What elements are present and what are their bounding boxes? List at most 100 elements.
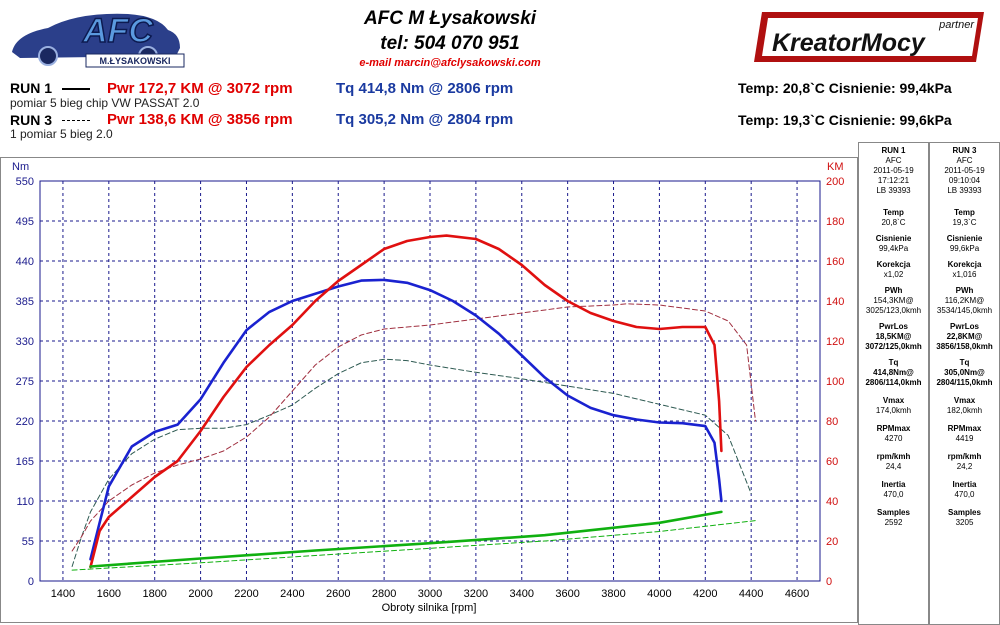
afc-logo: AFC M.ŁYSAKOWSKI: [12, 11, 185, 68]
x-tick: 2200: [234, 588, 258, 600]
stats-kor: x1,02: [883, 270, 904, 279]
stats-pwrlos: 22,8KM@: [946, 332, 983, 341]
stats-time: 09:10:04: [948, 176, 981, 185]
stats-vmax: 182,0kmh: [946, 406, 983, 415]
stats-inertia: 470,0: [954, 490, 975, 499]
stats-run: RUN 1: [881, 146, 906, 155]
company-name: AFC M Łysakowski: [363, 8, 537, 29]
stats-pwh: 154,3KM@: [873, 296, 914, 305]
x-tick: 3600: [555, 588, 579, 600]
stats-afc: AFC: [885, 156, 902, 165]
stats-vmax: 174,0kmh: [875, 406, 912, 415]
y-axis-label-right: KM: [827, 161, 844, 173]
y-tick-left: 55: [22, 536, 34, 548]
stats-kor-label: Korekcja: [876, 260, 911, 269]
logo-left-sub: M.ŁYSAKOWSKI: [100, 56, 171, 66]
stats-pwrlos-label: PwrLos: [950, 322, 979, 331]
y-tick-left: 110: [16, 496, 34, 508]
y-tick-right: 0: [826, 576, 832, 588]
run1-legend-line: [62, 88, 90, 90]
run1-label: RUN 1: [10, 80, 53, 96]
y-tick-right: 180: [826, 216, 844, 228]
run1-pwr: Pwr 172,7 KM @ 3072 rpm: [107, 80, 293, 97]
run1-desc: pomiar 5 bieg chip VW PASSAT 2.0: [10, 96, 200, 110]
series-line-power: [89, 234, 723, 569]
stats-rpmmax-label: RPMmax: [947, 424, 982, 433]
run1-tq: Tq 414,8 Nm @ 2806 rpm: [336, 80, 514, 97]
stats-pwh-rpm: 3025/123,0kmh: [865, 306, 922, 315]
stats-tq-label: Tq: [888, 358, 899, 367]
x-tick: 3000: [418, 588, 442, 600]
stats-date: 2011-05-19: [873, 166, 914, 175]
stats-lb: LB 39393: [947, 186, 982, 195]
run3-pwr: Pwr 138,6 KM @ 3856 rpm: [107, 111, 293, 128]
chart-frame: [0, 157, 858, 623]
stats-vmax-label: Vmax: [953, 396, 976, 405]
kreator-mocy-logo: partner KreatorMocy: [754, 12, 984, 62]
stats-temp-label: Temp: [954, 208, 975, 217]
stats-samples: 3205: [955, 518, 974, 527]
stats-kor-label: Korekcja: [947, 260, 982, 269]
y-tick-left: 495: [16, 216, 34, 228]
stats-pwh: 116,2KM@: [944, 296, 985, 305]
stats-tq-rpm: 2804/115,0kmh: [936, 378, 993, 387]
x-tick: 3800: [601, 588, 625, 600]
x-tick: 2800: [372, 588, 396, 600]
x-tick: 2400: [280, 588, 304, 600]
run3-desc: 1 pomiar 5 bieg 2.0: [10, 127, 113, 141]
y-tick-right: 40: [826, 496, 838, 508]
x-tick: 1600: [97, 588, 121, 600]
stats-inertia: 470,0: [883, 490, 904, 499]
y-tick-left: 165: [16, 456, 34, 468]
stats-column-run3: RUN 3 AFC 2011-05-19 09:10:04 LB 39393 T…: [929, 142, 1000, 625]
series-line-loss_run3: [71, 520, 756, 571]
series-line-loss: [89, 510, 723, 568]
run3-label: RUN 3: [10, 112, 53, 128]
series-line-torque_run3: [71, 358, 752, 567]
y-tick-right: 160: [826, 256, 844, 268]
x-axis-label: Obroty silnika [rpm]: [382, 602, 477, 614]
stats-cis: 99,4kPa: [878, 244, 909, 253]
y-tick-right: 200: [826, 176, 844, 188]
stats-panel: RUN 1 AFC 2011-05-19 17:12:21 LB 39393 T…: [858, 142, 1000, 625]
stats-tq-label: Tq: [959, 358, 970, 367]
stats-pwrlos-rpm: 3072/125,0kmh: [865, 342, 922, 351]
y-tick-left: 440: [16, 256, 34, 268]
stats-inertia-label: Inertia: [952, 480, 977, 489]
stats-tq: 414,8Nm@: [873, 368, 914, 377]
x-tick: 4200: [693, 588, 717, 600]
x-tick: 4000: [647, 588, 671, 600]
logo-right-text: KreatorMocy: [772, 29, 926, 57]
series-line-power_run3: [71, 303, 756, 552]
stats-tq-rpm: 2806/114,0kmh: [865, 378, 922, 387]
stats-samples-label: Samples: [877, 508, 910, 517]
stats-pwh-label: PWh: [955, 286, 974, 295]
y-tick-left: 220: [16, 416, 34, 428]
x-tick: 3400: [510, 588, 534, 600]
x-tick: 3200: [464, 588, 488, 600]
x-tick: 1400: [51, 588, 75, 600]
company-email[interactable]: e-mail marcin@afclysakowski.com: [359, 57, 541, 69]
logo-right-partner: partner: [938, 19, 975, 31]
y-tick-left: 275: [16, 376, 34, 388]
stats-samples: 2592: [884, 518, 903, 527]
stats-samples-label: Samples: [948, 508, 981, 517]
stats-cis-label: Cisnienie: [875, 234, 912, 243]
x-tick: 1800: [142, 588, 166, 600]
y-tick-right: 60: [826, 456, 838, 468]
stats-temp-label: Temp: [883, 208, 904, 217]
y-tick-left: 0: [28, 576, 34, 588]
logo-left-text: AFC: [82, 12, 153, 50]
stats-date: 2011-05-19: [944, 166, 985, 175]
stats-afc: AFC: [956, 156, 973, 165]
x-tick: 4600: [785, 588, 809, 600]
y-tick-right: 140: [826, 296, 844, 308]
x-tick: 2600: [326, 588, 350, 600]
series-line-torque: [89, 278, 723, 561]
run3-legend-line: [62, 120, 90, 121]
stats-cis: 99,6kPa: [949, 244, 980, 253]
stats-inertia-label: Inertia: [881, 480, 906, 489]
x-tick: 2000: [188, 588, 212, 600]
stats-pwh-rpm: 3534/145,0kmh: [936, 306, 993, 315]
y-tick-left: 385: [16, 296, 34, 308]
